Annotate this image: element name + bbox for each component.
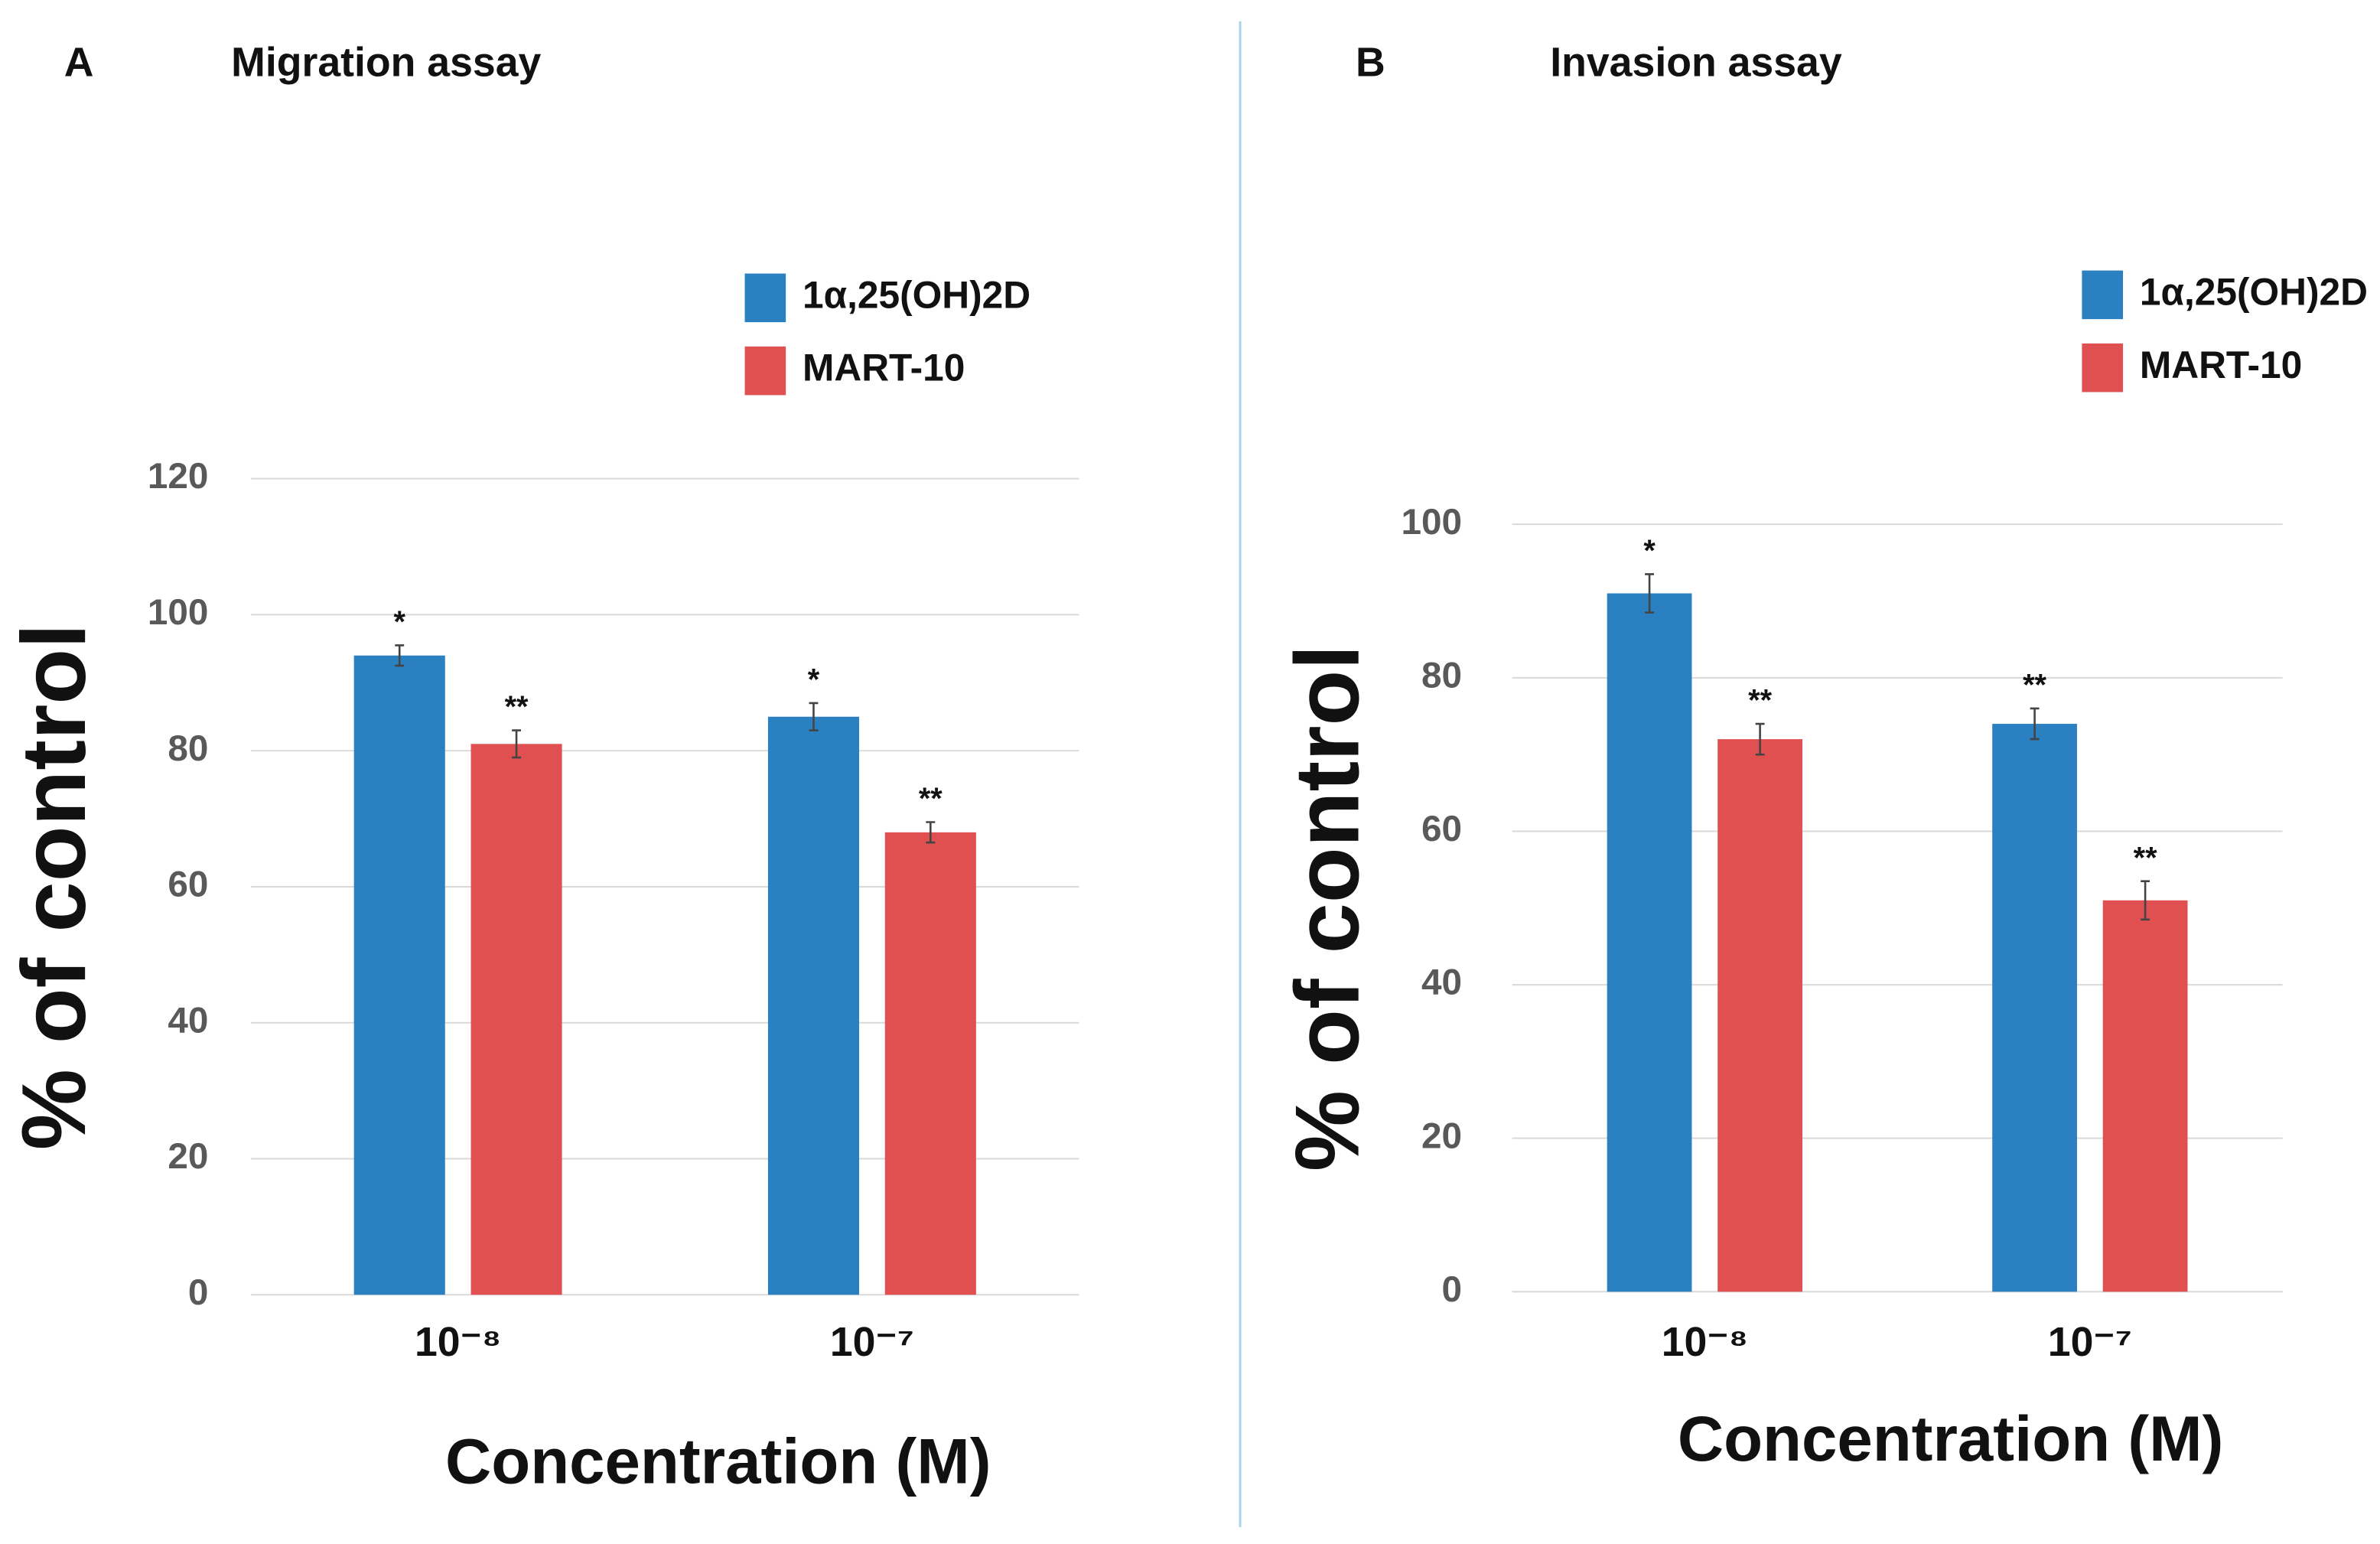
y-tick-label: 60: [168, 865, 208, 905]
bar: [1607, 593, 1692, 1292]
y-tick-label: 60: [1421, 809, 1462, 849]
y-tick-label: 120: [148, 456, 209, 497]
legend-swatch: [2082, 270, 2124, 320]
bar: [884, 832, 976, 1295]
bar: [353, 655, 445, 1295]
legend-label: MART-10: [2140, 344, 2302, 386]
y-tick-label: 100: [148, 592, 209, 633]
bar: [1992, 724, 2077, 1292]
significance-label: *: [808, 663, 820, 697]
significance-label: **: [2023, 669, 2046, 702]
bar: [470, 744, 562, 1295]
legend-swatch: [2082, 343, 2124, 393]
error-bar: [926, 821, 936, 844]
x-tick-label: 10⁻⁸: [415, 1319, 501, 1365]
panel-label: B: [1356, 40, 1385, 86]
x-tick-label: 10⁻⁸: [1662, 1319, 1748, 1365]
legend-swatch: [744, 346, 786, 396]
y-tick-label: 20: [168, 1136, 208, 1177]
x-tick-label: 10⁻⁷: [2048, 1319, 2132, 1365]
y-tick-label: 80: [168, 728, 208, 769]
y-tick-label: 80: [1421, 655, 1462, 695]
legend-label: 1α,25(OH)2D: [2140, 270, 2368, 313]
significance-label: *: [393, 605, 405, 639]
y-axis-label: % of control: [3, 624, 105, 1150]
significance-label: **: [2134, 841, 2157, 875]
bar: [767, 716, 860, 1295]
error-bar: [2141, 880, 2150, 921]
significance-label: *: [1643, 534, 1656, 568]
legend-label: MART-10: [803, 347, 965, 389]
significance-label: **: [505, 690, 529, 724]
x-tick-label: 10⁻⁷: [830, 1319, 914, 1365]
bar: [1717, 739, 1802, 1292]
significance-label: **: [1748, 684, 1772, 718]
error-bar: [512, 729, 522, 759]
y-tick-label: 0: [188, 1272, 209, 1313]
error-bar: [395, 644, 405, 667]
legend-swatch: [744, 273, 786, 323]
legend-label: 1α,25(OH)2D: [803, 273, 1030, 316]
chart-title: Migration assay: [231, 40, 541, 86]
y-tick-label: 20: [1421, 1116, 1462, 1156]
y-tick-label: 100: [1402, 502, 1463, 542]
significance-label: **: [919, 782, 943, 816]
error-bar: [1755, 722, 1765, 756]
error-bar: [1645, 573, 1655, 614]
error-bar: [809, 702, 819, 731]
error-bar: [2030, 707, 2040, 741]
x-axis-label: Concentration (M): [1678, 1402, 2224, 1474]
y-tick-label: 0: [1442, 1269, 1463, 1310]
panel-label: A: [64, 40, 94, 86]
x-axis-label: Concentration (M): [445, 1425, 991, 1497]
y-tick-label: 40: [168, 1000, 208, 1041]
y-axis-label: % of control: [1277, 645, 1379, 1171]
bar: [2102, 900, 2188, 1292]
chart-title: Invasion assay: [1550, 40, 1842, 86]
y-tick-label: 40: [1421, 963, 1462, 1003]
